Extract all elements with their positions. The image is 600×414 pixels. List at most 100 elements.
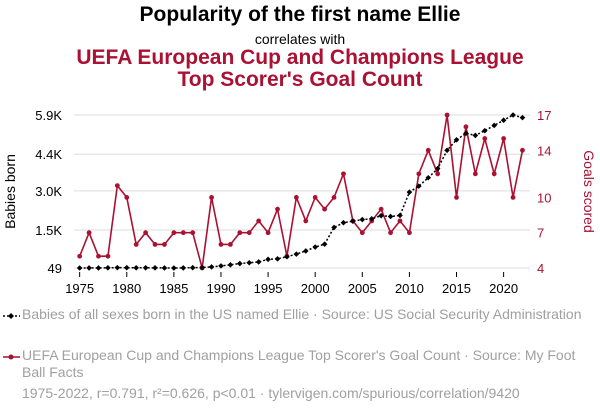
series-babies-point xyxy=(463,130,469,137)
series-goals-point xyxy=(77,253,83,259)
series-babies-point xyxy=(434,165,441,172)
series-babies-point xyxy=(481,127,488,134)
series-babies-point xyxy=(444,147,450,154)
chart-subtitle: correlates with xyxy=(254,31,346,47)
series-goals-point xyxy=(491,171,497,177)
y-left-tick-label: 1.5K xyxy=(35,223,62,238)
series-goals-point xyxy=(472,171,478,177)
series-goals-point xyxy=(378,206,384,212)
series-goals-point xyxy=(209,194,214,200)
series-babies-point xyxy=(123,264,130,271)
x-tick-label: 2005 xyxy=(348,281,377,296)
series-babies-point xyxy=(142,264,149,271)
series-babies-point xyxy=(510,112,516,118)
series-goals-point xyxy=(143,230,149,236)
series-goals-point xyxy=(227,242,233,247)
series-goals-point xyxy=(162,242,167,247)
series-babies-point xyxy=(255,259,262,265)
series-goals-point xyxy=(275,206,280,212)
series-goals-point xyxy=(265,230,271,236)
series-babies-point xyxy=(472,132,479,139)
y-right-tick-label: 10 xyxy=(537,190,551,205)
series-goals-point xyxy=(444,112,450,118)
series-goals-point xyxy=(416,171,422,177)
series-babies-point xyxy=(331,224,337,231)
legend-marker-series2 xyxy=(3,354,20,360)
series-babies-point xyxy=(218,263,224,269)
series-goals-point xyxy=(510,194,516,200)
series-babies-point xyxy=(237,260,243,267)
series-goals-point xyxy=(303,218,309,224)
series-goals-point xyxy=(96,253,101,259)
series-babies-point xyxy=(500,117,507,124)
x-tick-label: 1975 xyxy=(65,281,94,296)
chart-title: Popularity of the first name Ellie xyxy=(139,3,461,26)
series-babies-point xyxy=(114,264,121,271)
series-babies-point xyxy=(284,253,290,260)
series-goals-point xyxy=(397,218,403,224)
series-babies-point xyxy=(359,216,366,223)
series-goals-point xyxy=(463,124,469,130)
series-babies-point xyxy=(368,216,375,222)
series-goals-point xyxy=(435,171,441,177)
series-babies-point xyxy=(453,137,460,143)
series-goals-point xyxy=(190,230,196,236)
y-left-axis-title: Babies born xyxy=(2,154,18,229)
chart-title-secondary-line2: Top Scorer's Goal Count xyxy=(177,68,423,91)
series-goals-point xyxy=(359,230,365,236)
series-goals-point xyxy=(520,147,525,153)
series-goals-point xyxy=(218,242,224,247)
chart-title-secondary-line1: UEFA European Cup and Champions League xyxy=(76,46,524,69)
series-babies-point xyxy=(321,241,328,247)
x-tick-label: 1995 xyxy=(254,281,283,296)
series-babies-point xyxy=(95,265,102,271)
y-left-tick-label: 5.9K xyxy=(35,108,62,123)
series-goals-point xyxy=(312,194,318,200)
series-babies-point xyxy=(105,264,111,271)
series-babies-point xyxy=(265,256,271,263)
x-tick-label: 2000 xyxy=(301,281,330,296)
legend-item-series2: UEFA European Cup and Champions League T… xyxy=(3,347,597,381)
y-right-tick-label: 4 xyxy=(537,261,544,276)
series-babies-point xyxy=(246,259,253,266)
y-right-tick-label: 17 xyxy=(537,108,551,123)
series-goals-point xyxy=(171,230,177,236)
series-babies-point xyxy=(416,183,422,189)
y-left-tick-label: 4.4K xyxy=(35,147,62,162)
legend-label-series1: Babies of all sexes born in the US named… xyxy=(22,306,582,322)
series-goals-point xyxy=(341,171,346,177)
series-goals-point xyxy=(256,218,262,224)
series-goals-point xyxy=(331,194,337,200)
x-tick-label: 1985 xyxy=(159,281,188,296)
legend-item-series1: Babies of all sexes born in the US named… xyxy=(3,306,597,323)
series-babies-point xyxy=(274,256,281,262)
series-goals-point xyxy=(180,230,186,236)
y-left-tick-label: 3.0K xyxy=(35,184,62,199)
series-babies-point xyxy=(406,189,413,195)
y-right-tick-label: 14 xyxy=(537,143,551,158)
series-goals-point xyxy=(322,206,328,212)
series-goals-point xyxy=(425,147,431,153)
series-babies-point xyxy=(133,264,139,271)
series-babies-point xyxy=(378,212,384,219)
legend-label-series2: UEFA European Cup and Champions League T… xyxy=(22,347,576,380)
series-babies-point xyxy=(189,264,196,271)
series-babies-point xyxy=(425,174,432,181)
series-babies-point xyxy=(76,265,83,271)
x-tick-label: 2010 xyxy=(395,281,424,296)
series-babies-point xyxy=(208,264,215,270)
series-goals-point xyxy=(105,253,111,259)
series-goals-point xyxy=(152,242,158,247)
series-babies-point xyxy=(171,265,177,271)
x-tick-label: 1980 xyxy=(112,281,141,296)
series-goals-point xyxy=(388,230,393,236)
series-goals-point xyxy=(86,230,92,236)
series-goals-point xyxy=(133,242,139,247)
series-babies-point xyxy=(152,265,158,271)
y-right-axis-title: Goals scored xyxy=(581,150,597,232)
series-babies-point xyxy=(180,265,187,271)
y-left-tick-label: 49 xyxy=(48,261,62,276)
series-babies-point xyxy=(397,212,403,219)
series-babies-point xyxy=(86,265,92,271)
